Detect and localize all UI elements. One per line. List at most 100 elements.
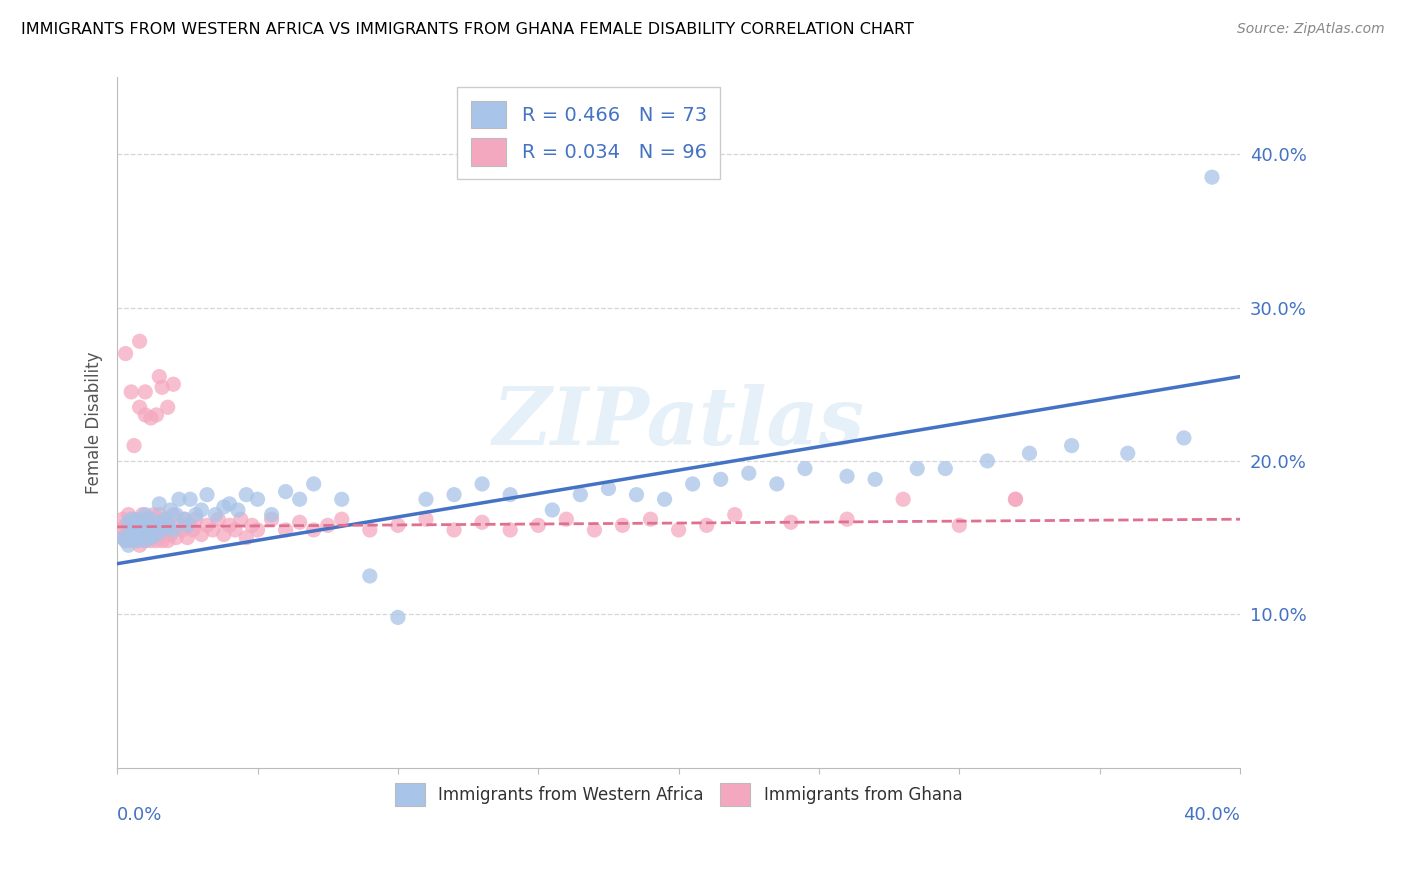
Point — [128, 401, 150, 415]
Point — [212, 527, 235, 541]
Point — [125, 533, 148, 548]
Point — [128, 531, 150, 545]
Point — [173, 512, 195, 526]
Point — [499, 488, 522, 502]
Point — [948, 518, 970, 533]
Text: 40.0%: 40.0% — [1184, 805, 1240, 823]
Point — [527, 518, 550, 533]
Point — [682, 477, 704, 491]
Point — [114, 533, 136, 548]
Point — [150, 533, 173, 548]
Point — [260, 512, 283, 526]
Point — [668, 523, 690, 537]
Point — [165, 531, 187, 545]
Point — [235, 488, 257, 502]
Point — [302, 477, 325, 491]
Point — [128, 538, 150, 552]
Point — [120, 523, 142, 537]
Point — [640, 512, 662, 526]
Point — [125, 521, 148, 535]
Point — [148, 527, 170, 541]
Point — [780, 516, 803, 530]
Point — [139, 533, 162, 548]
Point — [201, 523, 224, 537]
Point — [443, 523, 465, 537]
Point — [612, 518, 634, 533]
Point — [162, 508, 184, 522]
Point — [891, 492, 914, 507]
Point — [710, 472, 733, 486]
Point — [156, 518, 179, 533]
Point — [212, 500, 235, 514]
Point — [274, 484, 297, 499]
Point — [131, 527, 153, 541]
Point — [1201, 170, 1223, 185]
Y-axis label: Female Disability: Female Disability — [86, 351, 103, 494]
Point — [387, 610, 409, 624]
Point — [246, 492, 269, 507]
Point — [274, 523, 297, 537]
Point — [195, 518, 218, 533]
Point — [156, 401, 179, 415]
Point — [359, 569, 381, 583]
Point — [136, 523, 159, 537]
Point — [240, 518, 263, 533]
Point — [120, 518, 142, 533]
Point — [165, 508, 187, 522]
Point — [555, 512, 578, 526]
Point — [1004, 492, 1026, 507]
Point — [190, 527, 212, 541]
Point — [598, 482, 620, 496]
Text: 0.0%: 0.0% — [117, 805, 163, 823]
Point — [499, 523, 522, 537]
Point — [835, 469, 858, 483]
Point — [120, 384, 142, 399]
Point — [131, 523, 153, 537]
Point — [162, 377, 184, 392]
Point — [125, 518, 148, 533]
Point — [316, 518, 339, 533]
Point — [134, 518, 156, 533]
Point — [122, 527, 145, 541]
Point — [738, 466, 761, 480]
Point — [150, 380, 173, 394]
Point — [330, 512, 353, 526]
Point — [156, 518, 179, 533]
Point — [128, 334, 150, 349]
Text: ZIPatlas: ZIPatlas — [492, 384, 865, 461]
Point — [136, 523, 159, 537]
Point — [167, 492, 190, 507]
Point — [134, 533, 156, 548]
Point — [583, 523, 606, 537]
Point — [359, 523, 381, 537]
Point — [114, 346, 136, 360]
Point — [145, 527, 167, 541]
Point — [541, 503, 564, 517]
Point — [148, 369, 170, 384]
Point — [471, 516, 494, 530]
Point — [654, 492, 676, 507]
Point — [415, 492, 437, 507]
Point — [905, 461, 928, 475]
Point — [863, 472, 886, 486]
Point — [131, 508, 153, 522]
Point — [226, 503, 249, 517]
Point — [569, 488, 592, 502]
Point — [139, 531, 162, 545]
Point — [122, 439, 145, 453]
Point — [145, 408, 167, 422]
Point — [128, 512, 150, 526]
Point — [288, 492, 311, 507]
Point — [190, 503, 212, 517]
Point — [148, 497, 170, 511]
Point — [288, 516, 311, 530]
Point — [1173, 431, 1195, 445]
Text: Source: ZipAtlas.com: Source: ZipAtlas.com — [1237, 22, 1385, 37]
Point — [235, 531, 257, 545]
Point — [218, 497, 240, 511]
Point — [976, 454, 998, 468]
Point — [150, 518, 173, 533]
Point — [330, 492, 353, 507]
Point — [696, 518, 718, 533]
Point — [184, 508, 207, 522]
